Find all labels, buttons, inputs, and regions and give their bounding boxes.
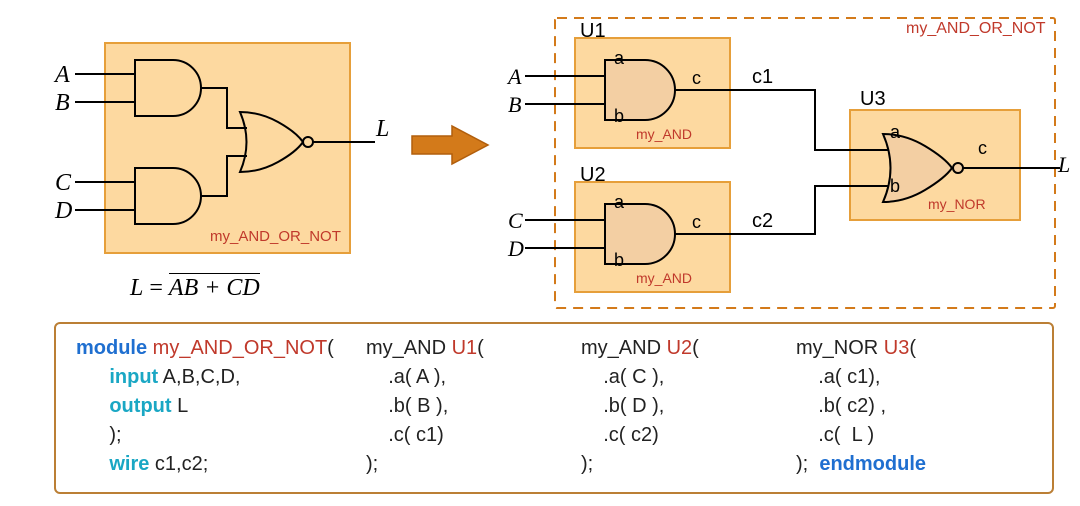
- left-input-D: D: [55, 198, 72, 225]
- u2-module: my_AND: [636, 270, 692, 286]
- u1-port-c: c: [692, 68, 701, 89]
- c1l1a: module: [76, 337, 147, 359]
- c2l2: .a( A ),: [388, 366, 446, 388]
- c4l3: .b( c2) ,: [818, 395, 886, 417]
- canvas: A B C D L my_AND_OR_NOT L = AB + CD: [0, 0, 1080, 506]
- u3-inst: U3: [860, 88, 886, 111]
- u2-inst: U2: [580, 164, 606, 187]
- c2l1b: U1: [452, 337, 478, 359]
- right-input-B: B: [508, 92, 521, 118]
- right-input-C: C: [508, 208, 523, 234]
- c2l1a: my_AND: [366, 337, 452, 359]
- left-output-L: L: [376, 116, 389, 143]
- c3l1b: U2: [667, 337, 693, 359]
- u2-port-c: c: [692, 212, 701, 233]
- c4l1a: my_NOR: [796, 337, 884, 359]
- code-col4: my_NOR U3( .a( c1), .b( c2) , .c( L ) );…: [796, 334, 926, 479]
- c1l1b: my_AND_OR_NOT: [147, 337, 327, 359]
- u3-module: my_NOR: [928, 196, 986, 212]
- net-c2: c2: [752, 210, 773, 233]
- arrow-icon: [410, 120, 490, 170]
- c2l3: .b( B ),: [388, 395, 448, 417]
- c3l1a: my_AND: [581, 337, 667, 359]
- c1l3a: output: [109, 395, 171, 417]
- c4l2: .a( c1),: [818, 366, 880, 388]
- c4l1b: U3: [884, 337, 910, 359]
- code-col2: my_AND U1( .a( A ), .b( B ), .c( c1) );: [366, 334, 484, 479]
- u3-port-a: a: [890, 122, 900, 143]
- c2l5: );: [366, 453, 378, 475]
- u1-port-b: b: [614, 106, 624, 127]
- right-output-L: L: [1058, 152, 1070, 178]
- c1l5a: wire: [109, 453, 149, 475]
- c1l5b: c1,c2;: [149, 453, 208, 475]
- c4l1c: (: [909, 337, 916, 359]
- left-input-C: C: [55, 170, 71, 197]
- code-box: module my_AND_OR_NOT( input A,B,C,D, out…: [54, 322, 1054, 494]
- formula-bar: AB + CD: [169, 273, 260, 301]
- u3-port-c: c: [978, 138, 987, 159]
- formula: L = AB + CD: [130, 275, 260, 302]
- c3l4: .c( c2): [603, 424, 659, 446]
- u1-port-a: a: [614, 48, 624, 69]
- c1l1c: (: [327, 337, 334, 359]
- c2l4: .c( c1): [388, 424, 444, 446]
- net-c1: c1: [752, 66, 773, 89]
- code-col3: my_AND U2( .a( C ), .b( D ), .c( c2) );: [581, 334, 699, 479]
- c3l1c: (: [692, 337, 699, 359]
- left-input-A: A: [55, 62, 70, 89]
- c1l2a: input: [109, 366, 158, 388]
- formula-lhs: L: [130, 275, 143, 301]
- c1l2b: A,B,C,D,: [158, 366, 240, 388]
- u1-inst: U1: [580, 20, 606, 43]
- c1l4: );: [109, 424, 121, 446]
- right-module-label: my_AND_OR_NOT: [906, 20, 1046, 38]
- u3-port-b: b: [890, 176, 900, 197]
- code-col1: module my_AND_OR_NOT( input A,B,C,D, out…: [76, 334, 334, 479]
- c3l2: .a( C ),: [603, 366, 664, 388]
- u1-module: my_AND: [636, 126, 692, 142]
- u2-port-a: a: [614, 192, 624, 213]
- u2-port-b: b: [614, 250, 624, 271]
- c4l5b: endmodule: [808, 453, 926, 475]
- formula-eq: =: [149, 275, 163, 301]
- left-module-label: my_AND_OR_NOT: [210, 228, 341, 245]
- c4l5a: );: [796, 453, 808, 475]
- right-input-D: D: [508, 236, 524, 262]
- left-input-B: B: [55, 90, 70, 117]
- right-input-A: A: [508, 64, 521, 90]
- c2l1c: (: [477, 337, 484, 359]
- c1l3b: L: [172, 395, 189, 417]
- c3l5: );: [581, 453, 593, 475]
- c4l4: .c( L ): [818, 424, 874, 446]
- c3l3: .b( D ),: [603, 395, 664, 417]
